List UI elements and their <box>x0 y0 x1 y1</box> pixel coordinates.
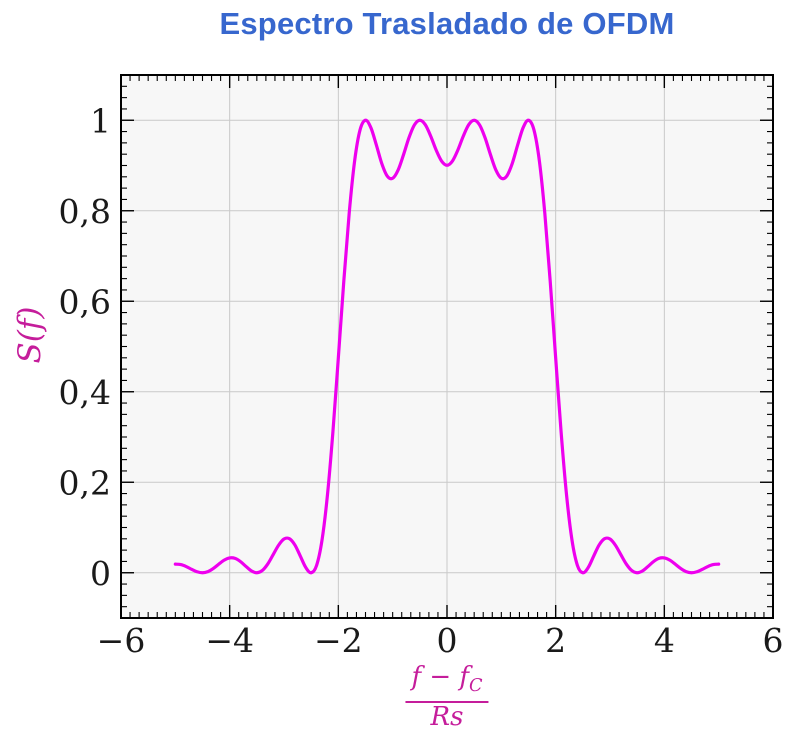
y-tick-label: 0,4 <box>59 373 111 412</box>
tick-labels: −6 −4 −2 0 2 4 6 0 0,2 0,4 0,6 0,8 1 <box>59 101 784 660</box>
x-tick-label: 6 <box>763 621 784 660</box>
x-tick-label: 0 <box>437 621 458 660</box>
y-tick-label: 0,2 <box>59 463 111 502</box>
x-axis-label: f − fC Rs <box>405 663 489 731</box>
x-tick-label: 4 <box>654 621 675 660</box>
y-tick-label: 0,8 <box>59 192 111 231</box>
y-tick-label: 0,6 <box>59 282 111 321</box>
y-axis-label: S(f) <box>12 306 48 364</box>
y-tick-label: 1 <box>90 101 111 140</box>
y-tick-label: 0 <box>90 554 111 593</box>
chart-title: Espectro Trasladado de OFDM <box>219 6 675 41</box>
spectrum-curve <box>173 118 721 575</box>
x-tick-label: −6 <box>97 621 146 660</box>
x-label-numerator: f − fC <box>405 663 489 704</box>
plot-frame <box>120 74 774 619</box>
x-tick-label: −4 <box>205 621 254 660</box>
x-tick-label: −2 <box>314 621 363 660</box>
x-tick-label: 2 <box>545 621 566 660</box>
x-label-denominator: Rs <box>430 702 464 731</box>
x-axis-fraction: f − fC Rs <box>405 663 489 731</box>
